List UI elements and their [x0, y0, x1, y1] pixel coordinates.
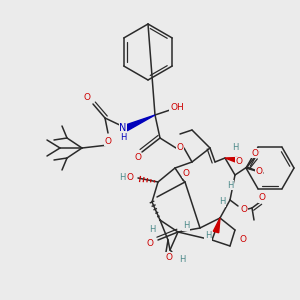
Text: H: H	[149, 226, 155, 235]
Text: O: O	[256, 167, 262, 176]
Text: H: H	[205, 232, 211, 241]
Text: O: O	[83, 94, 91, 103]
Text: O: O	[236, 158, 242, 166]
Text: O: O	[182, 169, 190, 178]
Text: O: O	[127, 173, 134, 182]
Text: H: H	[219, 197, 225, 206]
Text: O: O	[259, 194, 266, 202]
Text: O: O	[134, 154, 142, 163]
Text: O: O	[241, 206, 248, 214]
Text: H: H	[120, 134, 126, 142]
Text: O: O	[251, 148, 259, 158]
Polygon shape	[225, 158, 237, 163]
Text: OH: OH	[170, 103, 184, 112]
Text: O: O	[176, 143, 184, 152]
Polygon shape	[213, 218, 220, 233]
Polygon shape	[125, 115, 155, 131]
Text: N: N	[119, 123, 127, 133]
Text: H: H	[119, 173, 125, 182]
Text: O: O	[104, 136, 112, 146]
Text: O: O	[166, 253, 172, 262]
Text: O: O	[146, 239, 154, 248]
Text: H: H	[232, 143, 238, 152]
Text: H: H	[227, 181, 233, 190]
Text: H: H	[183, 221, 189, 230]
Text: H: H	[179, 256, 185, 265]
Text: O: O	[239, 236, 247, 244]
